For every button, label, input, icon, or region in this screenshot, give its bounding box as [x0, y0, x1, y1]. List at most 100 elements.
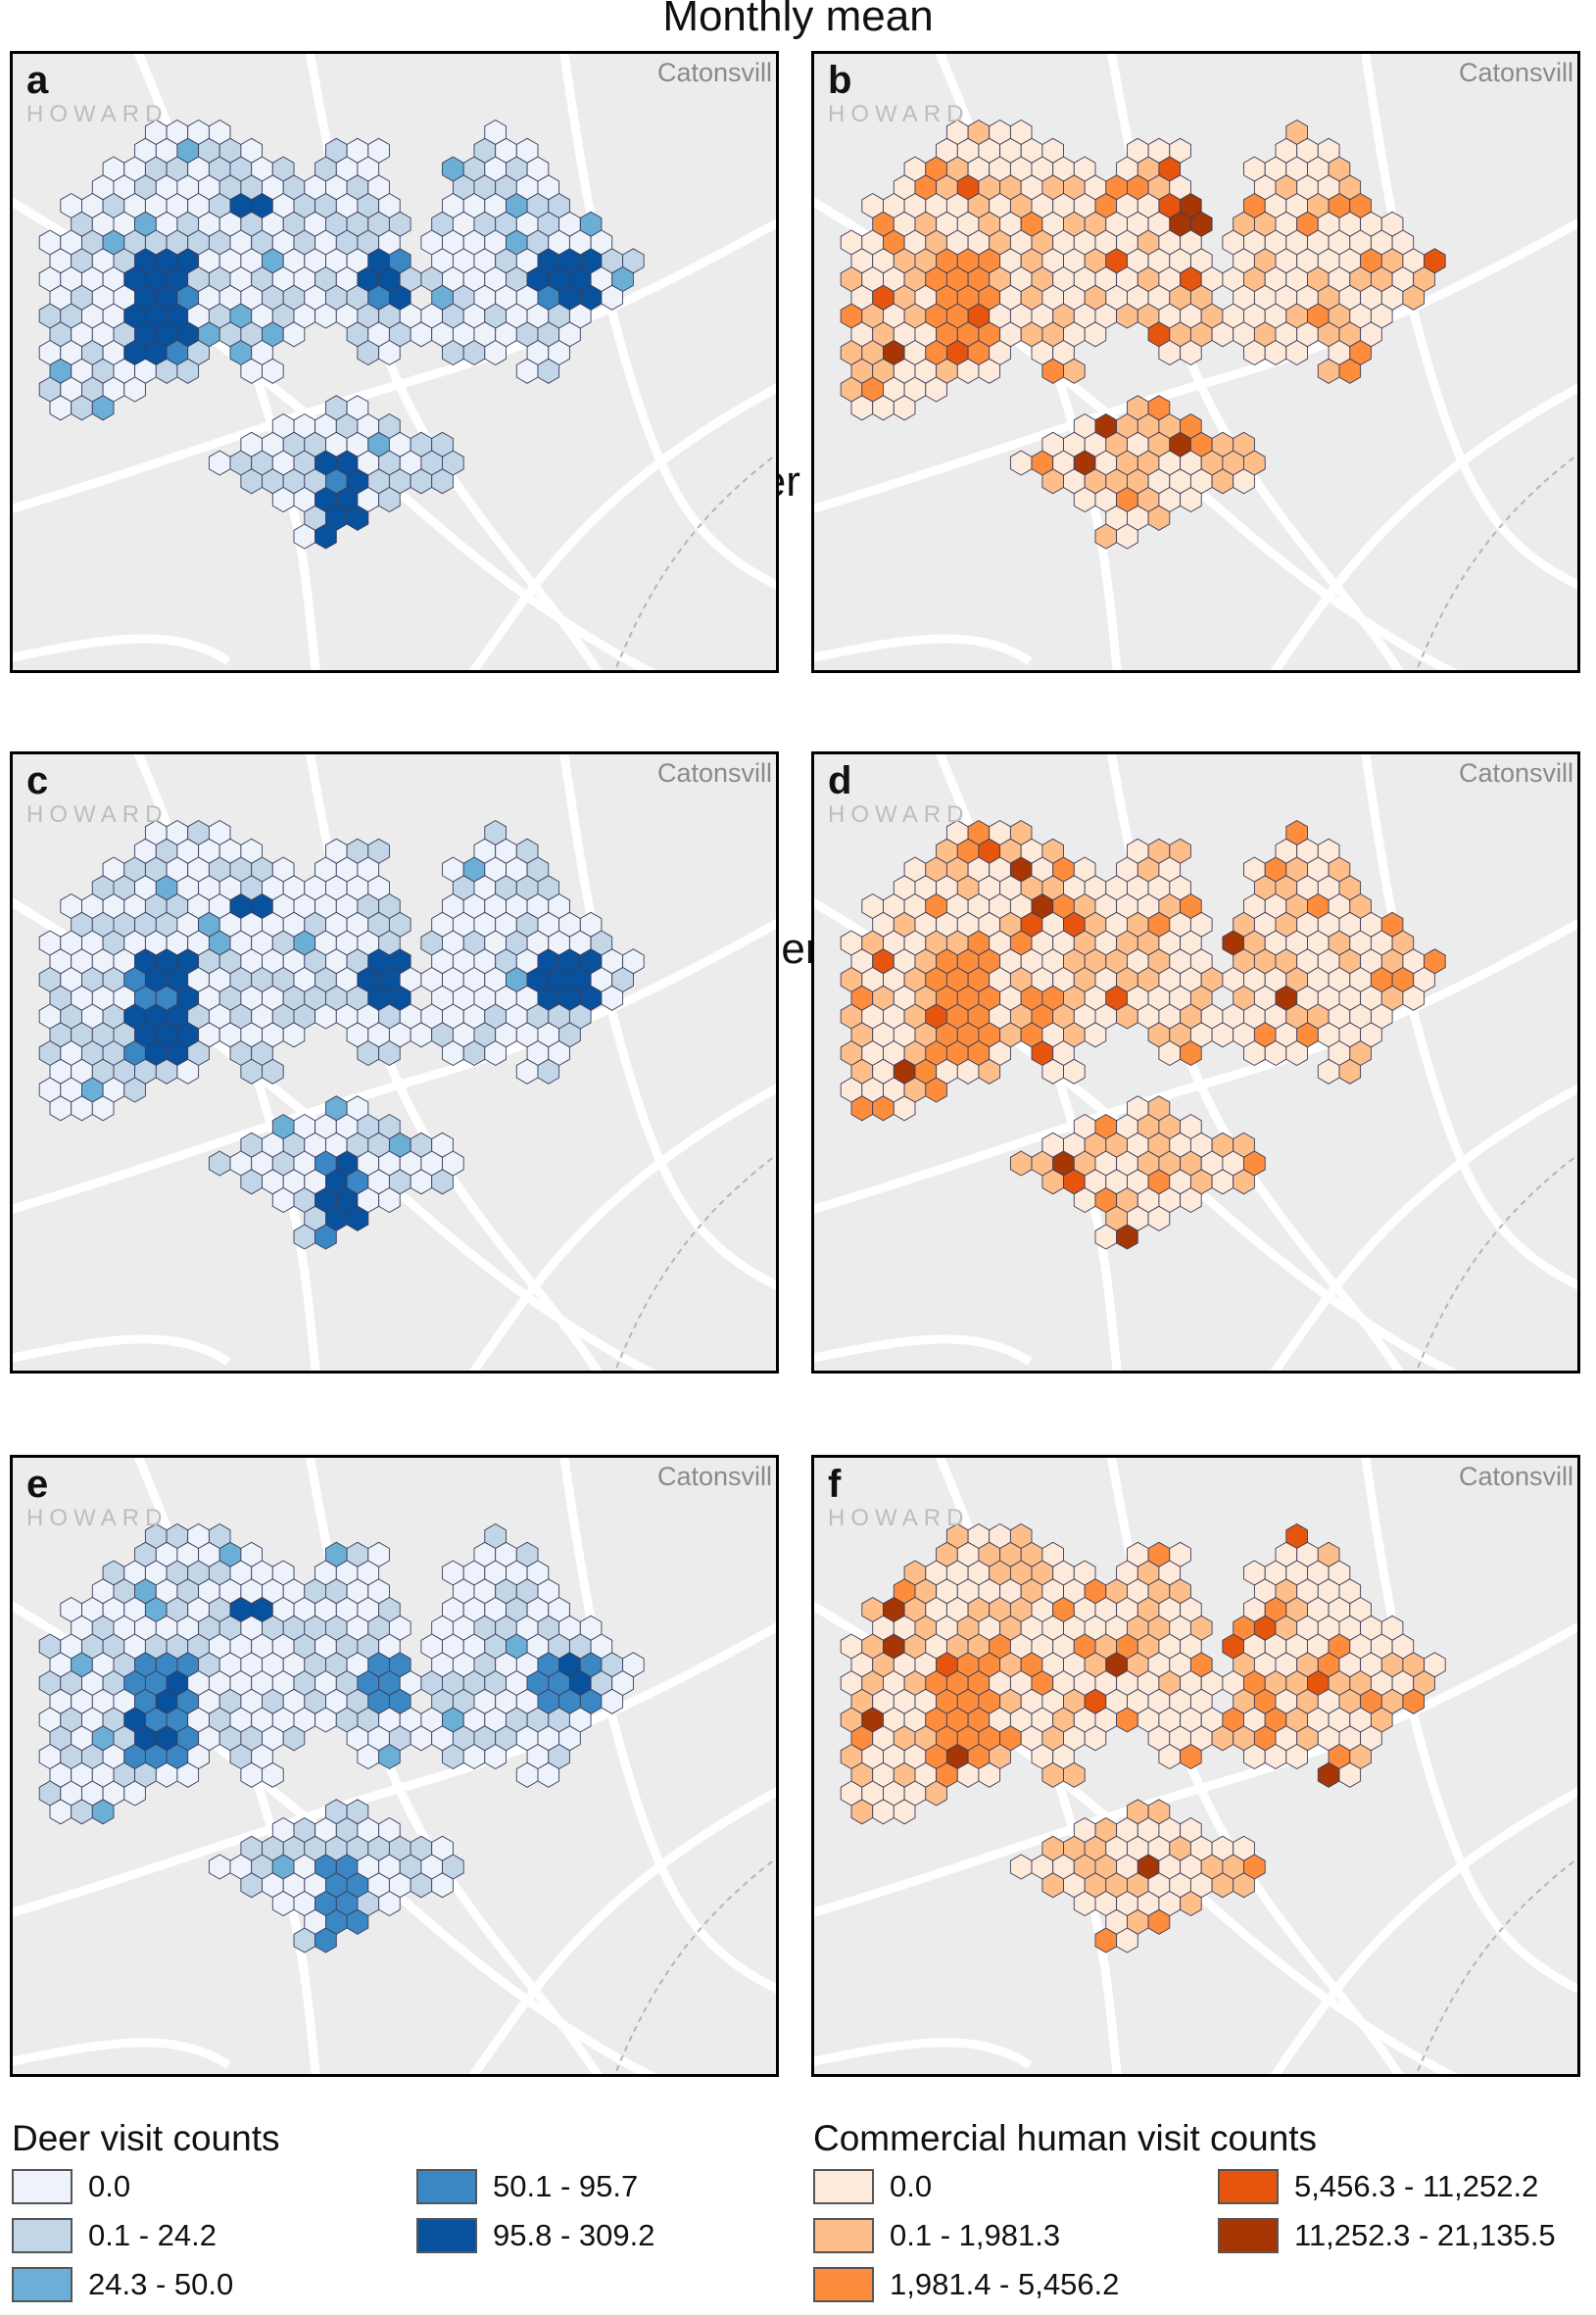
map-svg — [814, 1458, 1577, 2074]
map-panel-a: HOWARD Catonsvill a — [10, 51, 779, 673]
hex-cell — [1084, 1725, 1107, 1752]
hex-cell — [431, 468, 454, 495]
road-line — [814, 217, 1577, 513]
legend-swatch — [12, 2218, 73, 2253]
legend-swatch — [1218, 2218, 1279, 2253]
hex-cell — [431, 1169, 454, 1195]
hex-cell — [346, 505, 369, 531]
road-line — [814, 1334, 1033, 1366]
legend-label: 11,252.3 - 21,135.5 — [1294, 2218, 1556, 2252]
legend-title-human: Commercial human visit counts — [813, 2118, 1318, 2158]
legend-item-human-3: 5,456.3 - 11,252.2 — [1218, 2167, 1538, 2206]
place-label-howard: HOWARD — [828, 1505, 970, 1531]
hex-cell — [1063, 1058, 1086, 1085]
legend-label: 0.0 — [88, 2169, 131, 2203]
road-line — [13, 217, 776, 513]
legend-label: 50.1 - 95.7 — [493, 2169, 639, 2203]
hex-cell — [378, 486, 401, 513]
hex-cell — [893, 1799, 916, 1825]
panel-letter: e — [26, 1463, 49, 1506]
map-panel-f: HOWARD Catonsvill f — [811, 1455, 1580, 2077]
hex-cell — [1116, 523, 1138, 550]
hex-cell — [978, 1761, 1001, 1788]
panel-letter: b — [828, 59, 852, 102]
hex-cell — [1285, 339, 1308, 366]
hex-cell — [537, 1058, 560, 1085]
legend-swatch — [813, 2267, 874, 2302]
map-panel-d: HOWARD Catonsvill d — [811, 751, 1580, 1374]
road-line — [814, 1621, 1577, 1917]
hex-cell — [1180, 1743, 1202, 1770]
hex-cell — [601, 985, 624, 1011]
legend-label: 5,456.3 - 11,252.2 — [1294, 2169, 1539, 2203]
legend-item-human-4: 11,252.3 - 21,135.5 — [1218, 2216, 1556, 2255]
legend-swatch — [416, 2218, 477, 2253]
road-line — [1361, 54, 1577, 590]
hex-cell — [262, 1058, 284, 1085]
place-label-catonsville: Catonsvill — [1458, 58, 1573, 87]
legend-swatch — [813, 2169, 874, 2204]
hex-cell — [1063, 358, 1086, 384]
road-line — [13, 634, 231, 665]
row-title-monthly: Monthly mean — [662, 0, 934, 40]
hex-cell — [1180, 486, 1202, 513]
road-line — [559, 54, 776, 590]
legend-label: 0.1 - 1,981.3 — [890, 2218, 1061, 2252]
hex-cell — [282, 1725, 306, 1752]
hex-cell — [208, 1150, 231, 1177]
place-label-howard: HOWARD — [26, 801, 169, 828]
hex-cell — [893, 395, 916, 421]
hex-cell — [262, 358, 284, 384]
legend-item-deer-3: 50.1 - 95.7 — [416, 2167, 638, 2206]
map-panel-b: HOWARD Catonsvill b — [811, 51, 1580, 673]
legend-label: 0.0 — [890, 2169, 933, 2203]
panel-letter: a — [26, 59, 49, 102]
road-line — [468, 383, 776, 670]
hex-cell — [1338, 358, 1362, 384]
hex-cell — [1180, 1186, 1202, 1214]
place-label-catonsville: Catonsvill — [656, 758, 772, 788]
hex-cell — [1009, 450, 1033, 476]
hex-cell — [1233, 1169, 1255, 1195]
hex-cell — [314, 1224, 337, 1250]
hex-cell — [1180, 1890, 1202, 1917]
hex-cell — [1084, 1022, 1107, 1048]
road-line — [1361, 754, 1577, 1290]
road-line — [559, 754, 776, 1290]
hex-cell — [378, 1890, 401, 1917]
legend-title-deer: Deer visit counts — [12, 2118, 280, 2158]
hex-cell — [601, 284, 624, 311]
place-label-howard: HOWARD — [26, 101, 169, 127]
map-svg — [13, 54, 776, 670]
boundary-line — [1415, 453, 1577, 670]
legend-swatch — [12, 2267, 73, 2302]
legend-item-deer-2: 24.3 - 50.0 — [12, 2265, 233, 2304]
hex-cell — [346, 1205, 369, 1231]
legend-swatch — [813, 2218, 874, 2253]
hex-cell — [346, 1908, 369, 1935]
legend-swatch — [416, 2169, 477, 2204]
legend-item-human-2: 1,981.4 - 5,456.2 — [813, 2265, 1119, 2304]
hex-cell — [893, 1095, 916, 1122]
place-label-howard: HOWARD — [828, 801, 970, 828]
road-line — [13, 2038, 231, 2069]
hex-cell — [282, 321, 306, 348]
hex-cell — [176, 1058, 200, 1085]
hex-cell — [1338, 1058, 1362, 1085]
road-line — [814, 2038, 1033, 2069]
hex-cell — [1180, 1039, 1202, 1067]
map-svg — [814, 54, 1577, 670]
map-svg — [13, 1458, 776, 2074]
map-svg — [814, 754, 1577, 1371]
panel-letter: d — [828, 759, 852, 802]
panel-letter: f — [828, 1463, 842, 1506]
map-svg — [13, 754, 776, 1371]
hex-cell — [123, 376, 146, 403]
legend-item-human-1: 0.1 - 1,981.3 — [813, 2216, 1060, 2255]
legend-swatch — [1218, 2169, 1279, 2204]
road-line — [468, 1787, 776, 2074]
legend-item-deer-0: 0.0 — [12, 2167, 130, 2206]
hex-cell — [282, 1022, 306, 1048]
hex-cell — [1116, 1927, 1138, 1953]
road-line — [1270, 383, 1577, 670]
